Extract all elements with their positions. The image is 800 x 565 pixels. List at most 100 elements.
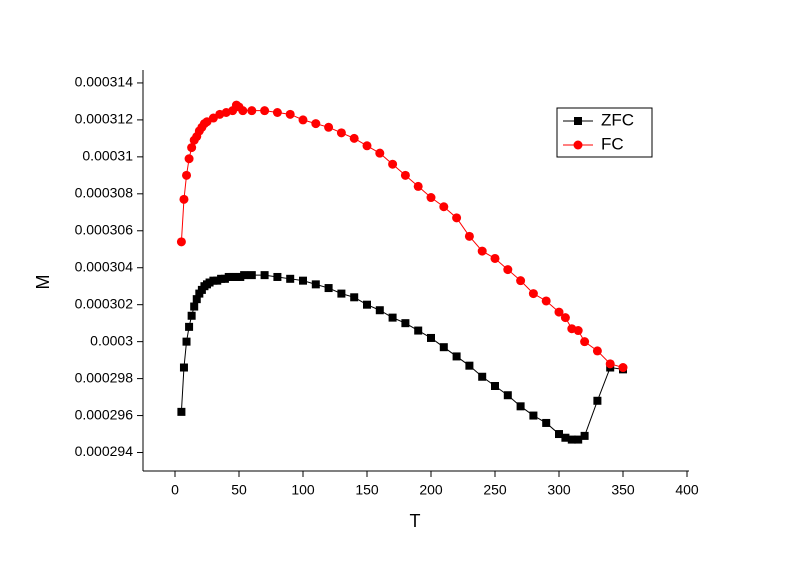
marker [529, 411, 538, 420]
marker [176, 237, 186, 247]
legend-label: ZFC [601, 110, 634, 129]
marker [528, 289, 538, 299]
marker [605, 359, 615, 369]
marker [247, 271, 256, 280]
marker [350, 293, 359, 302]
marker [286, 274, 295, 283]
marker [464, 231, 474, 241]
marker [426, 193, 436, 203]
y-tick-label: 0.000312 [75, 111, 134, 127]
y-tick-label: 0.000294 [75, 443, 134, 459]
marker [349, 133, 359, 143]
x-tick-label: 400 [675, 482, 699, 498]
x-tick-label: 0 [171, 482, 179, 498]
x-tick-label: 150 [355, 482, 379, 498]
marker [260, 106, 270, 116]
marker [439, 343, 448, 352]
marker [362, 141, 372, 151]
marker [238, 106, 248, 116]
marker [285, 109, 295, 119]
marker [240, 271, 249, 280]
marker [363, 300, 371, 309]
marker [336, 128, 346, 138]
marker [177, 407, 186, 416]
legend-label: FC [601, 134, 624, 153]
marker [465, 361, 474, 370]
marker [247, 106, 257, 116]
marker [516, 402, 525, 411]
y-tick-label: 0.0003 [90, 332, 133, 348]
marker [560, 313, 570, 323]
marker [592, 346, 602, 356]
marker [516, 276, 526, 286]
marker [388, 159, 398, 169]
x-tick-label: 250 [483, 482, 507, 498]
marker [490, 253, 500, 263]
marker [541, 296, 551, 306]
marker [375, 306, 384, 315]
marker [388, 313, 397, 322]
marker [179, 194, 189, 204]
marker [439, 202, 449, 212]
y-axis-label: M [33, 275, 53, 290]
x-tick-label: 50 [231, 482, 247, 498]
marker [573, 326, 583, 336]
marker [185, 322, 194, 331]
marker [260, 271, 269, 280]
marker [452, 352, 461, 361]
marker [503, 265, 513, 275]
marker [580, 337, 590, 347]
marker [299, 276, 307, 285]
marker [375, 148, 385, 158]
y-tick-label: 0.000306 [75, 221, 134, 237]
marker [567, 435, 576, 444]
x-tick-label: 350 [611, 482, 635, 498]
x-tick-label: 100 [291, 482, 315, 498]
series-line [180, 274, 624, 441]
marker [618, 363, 628, 373]
y-tick-label: 0.000314 [75, 74, 134, 90]
legend-box [556, 107, 653, 158]
marker [311, 280, 320, 289]
y-tick-label: 0.00031 [82, 148, 133, 164]
marker [311, 119, 321, 129]
x-axis-label: T [410, 511, 421, 531]
x-tick-label: 200 [419, 482, 443, 498]
x-tick-label: 300 [547, 482, 571, 498]
marker [554, 307, 564, 317]
marker [187, 311, 196, 320]
marker [503, 391, 512, 400]
marker [413, 181, 423, 191]
marker [573, 140, 583, 150]
marker [192, 295, 201, 304]
marker [400, 170, 410, 180]
marker [272, 108, 282, 118]
marker [324, 122, 334, 132]
marker [324, 284, 333, 293]
marker [477, 246, 487, 256]
marker [555, 430, 563, 439]
y-tick-label: 0.000304 [75, 258, 134, 274]
y-tick-label: 0.000302 [75, 295, 134, 311]
marker [414, 326, 423, 335]
marker [184, 154, 194, 164]
marker [337, 289, 346, 298]
marker [298, 115, 308, 125]
marker [452, 213, 462, 223]
marker [427, 333, 435, 342]
marker [542, 418, 551, 427]
y-tick-label: 0.000296 [75, 406, 134, 422]
marker [478, 372, 487, 381]
marker [574, 117, 582, 125]
marker [182, 337, 191, 346]
marker [561, 433, 570, 442]
y-tick-label: 0.000308 [75, 185, 134, 201]
y-tick-label: 0.000298 [75, 369, 134, 385]
marker [190, 302, 199, 311]
marker [593, 396, 602, 405]
marker [401, 319, 410, 328]
marker [179, 363, 188, 372]
marker [574, 435, 583, 444]
marker [187, 143, 197, 153]
